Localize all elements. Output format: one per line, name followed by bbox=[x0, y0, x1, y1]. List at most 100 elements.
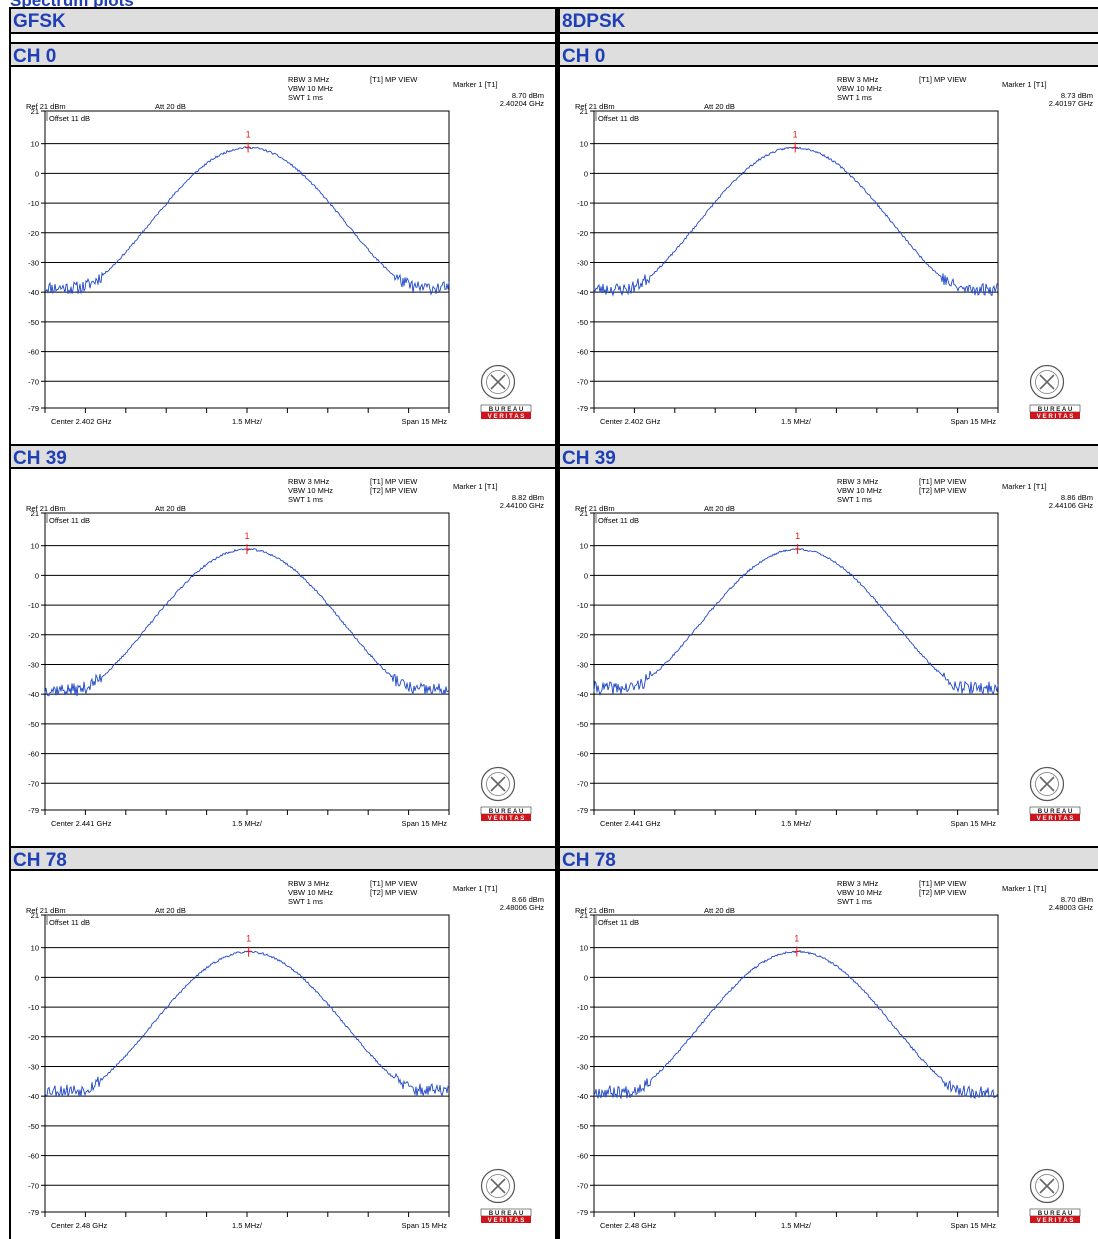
span-label: Span 15 MHz bbox=[402, 417, 448, 426]
seal-inner-ring-icon bbox=[486, 370, 510, 394]
logo-text: B U R E A U bbox=[1038, 406, 1073, 413]
marker-title: Marker 1 [T1] bbox=[453, 482, 498, 491]
spectrum-plot-8dpsk-ch0: 21 10 0 -10 -20 -30 -40 -50 -60 -70 -79 RBW 3 MHz VB… bbox=[560, 69, 1098, 435]
attenuation-label: Att 20 dB bbox=[704, 102, 735, 111]
y-tick-label: -50 bbox=[577, 318, 588, 327]
y-tick-label: 10 bbox=[580, 944, 588, 953]
plot-frame bbox=[593, 110, 999, 409]
offset-label: Offset 11 dB bbox=[598, 114, 639, 123]
page-title: Spectrum plots bbox=[10, 0, 134, 10]
trace-mode-label: [T1] MP VIEW bbox=[370, 75, 418, 84]
y-tick-label: -30 bbox=[28, 660, 39, 669]
span-per-div-label: 1.5 MHz/ bbox=[781, 1221, 812, 1230]
rbw-label: RBW 3 MHz bbox=[837, 879, 879, 888]
logo-text: V E R I T A S bbox=[1037, 1217, 1074, 1224]
plot-frame bbox=[44, 110, 450, 409]
report-frame bbox=[9, 7, 1098, 1239]
seal-inner-ring-icon bbox=[486, 772, 510, 796]
y-tick-label: -20 bbox=[28, 229, 39, 238]
y-tick-label: -70 bbox=[28, 377, 39, 386]
y-tick-label: -60 bbox=[28, 1152, 39, 1161]
plot-frame bbox=[44, 914, 450, 1213]
y-tick-label: 21 bbox=[580, 509, 588, 518]
y-tick-label: 0 bbox=[35, 169, 39, 178]
y-tick-label: -40 bbox=[28, 288, 39, 297]
trace-mode-label: [T1] MP VIEW bbox=[370, 477, 418, 486]
swt-label: SWT 1 ms bbox=[837, 495, 872, 504]
column-header-gfsk: GFSK bbox=[11, 9, 555, 34]
logo-text: B U R E A U bbox=[489, 406, 524, 413]
y-tick-label: -79 bbox=[577, 1208, 588, 1217]
marker-level: 8.86 dBm bbox=[1061, 493, 1093, 502]
swt-label: SWT 1 ms bbox=[837, 93, 872, 102]
y-tick-label: -60 bbox=[577, 750, 588, 759]
y-tick-label: -70 bbox=[577, 1181, 588, 1190]
y-tick-label: 21 bbox=[31, 911, 39, 920]
marker-frequency: 2.40197 GHz bbox=[1049, 99, 1093, 108]
logo-text: V E R I T A S bbox=[1037, 815, 1074, 822]
spectrum-svg: 21 10 0 -10 -20 -30 -40 -50 -60 -70 -79 RBW 3 MHzVB… bbox=[26, 477, 544, 828]
y-tick-label: 21 bbox=[580, 911, 588, 920]
spectrum-plot-8dpsk-ch39: 21 10 0 -10 -20 -30 -40 -50 -60 -70 -79 RBW 3 MHz VB… bbox=[560, 471, 1098, 837]
y-tick-label: -70 bbox=[577, 779, 588, 788]
y-tick-label: -60 bbox=[28, 348, 39, 357]
bureau-veritas-logo: B U R E A UV E R I T A S bbox=[1029, 364, 1081, 420]
bureau-veritas-logo: B U R E A UV E R I T A S bbox=[480, 364, 532, 420]
y-tick-label: 10 bbox=[31, 944, 39, 953]
y-tick-label: 0 bbox=[35, 571, 39, 580]
y-tick-label: 10 bbox=[580, 140, 588, 149]
y-tick-label: -40 bbox=[577, 288, 588, 297]
marker-number: 1 bbox=[794, 934, 799, 944]
marker-frequency: 2.44100 GHz bbox=[500, 501, 544, 510]
rbw-label: RBW 3 MHz bbox=[837, 477, 879, 486]
channel-header: CH 39 bbox=[11, 444, 555, 469]
channel-header: CH 0 bbox=[560, 42, 1098, 67]
swt-label: SWT 1 ms bbox=[288, 495, 323, 504]
marker-level: 8.70 dBm bbox=[512, 91, 544, 100]
bureau-veritas-logo: B U R E A UV E R I T A S bbox=[1029, 766, 1081, 822]
rbw-label: RBW 3 MHz bbox=[288, 879, 330, 888]
y-tick-label: -10 bbox=[28, 1003, 39, 1012]
trace-mode-label: [T1] MP VIEW bbox=[919, 477, 967, 486]
column-divider bbox=[555, 7, 560, 1239]
marker-number: 1 bbox=[793, 129, 798, 139]
y-tick-label: -30 bbox=[577, 660, 588, 669]
spectrum-svg: 21 10 0 -10 -20 -30 -40 -50 -60 -70 -79 RBW 3 MHzVB… bbox=[26, 879, 544, 1230]
swt-label: SWT 1 ms bbox=[837, 897, 872, 906]
seal-emblem-icon bbox=[1039, 1178, 1055, 1194]
center-frequency-label: Center 2.48 GHz bbox=[51, 1221, 108, 1230]
spectrum-svg: 21 10 0 -10 -20 -30 -40 -50 -60 -70 -79 RBW 3 MHzVB… bbox=[26, 75, 544, 426]
offset-label: Offset 11 dB bbox=[598, 516, 639, 525]
span-per-div-label: 1.5 MHz/ bbox=[781, 819, 812, 828]
plot-frame bbox=[593, 914, 999, 1213]
logo-red-band bbox=[481, 1216, 531, 1223]
spectrum-trace bbox=[44, 950, 450, 1097]
span-per-div-label: 1.5 MHz/ bbox=[232, 417, 263, 426]
span-label: Span 15 MHz bbox=[951, 1221, 997, 1230]
y-tick-label: -79 bbox=[28, 1208, 39, 1217]
logo-text: V E R I T A S bbox=[488, 815, 525, 822]
channel-header: CH 78 bbox=[560, 846, 1098, 871]
y-tick-label: -10 bbox=[577, 1003, 588, 1012]
y-tick-label: -30 bbox=[577, 258, 588, 267]
y-tick-label: -10 bbox=[28, 199, 39, 208]
y-tick-label: -40 bbox=[28, 690, 39, 699]
trace-mode-label: [T1] MP VIEW bbox=[919, 879, 967, 888]
ref-level-label: Ref 21 dBm bbox=[26, 504, 66, 513]
spectrum-plot-gfsk-ch78: 21 10 0 -10 -20 -30 -40 -50 -60 -70 -79 RBW 3 MHz VB… bbox=[11, 873, 549, 1239]
y-tick-label: 0 bbox=[584, 571, 588, 580]
center-frequency-label: Center 2.402 GHz bbox=[51, 417, 112, 426]
channel-header: CH 0 bbox=[11, 42, 555, 67]
trace-mode-label: [T2] MP VIEW bbox=[370, 486, 418, 495]
y-tick-label: 0 bbox=[584, 169, 588, 178]
vbw-label: VBW 10 MHz bbox=[288, 486, 333, 495]
offset-label: Offset 11 dB bbox=[49, 114, 90, 123]
center-frequency-label: Center 2.48 GHz bbox=[600, 1221, 657, 1230]
logo-text: V E R I T A S bbox=[1037, 413, 1074, 420]
marker-title: Marker 1 [T1] bbox=[1002, 884, 1047, 893]
span-label: Span 15 MHz bbox=[402, 819, 448, 828]
bureau-veritas-logo: B U R E A UV E R I T A S bbox=[480, 1168, 532, 1224]
channel-header: CH 78 bbox=[11, 846, 555, 871]
y-tick-label: -20 bbox=[577, 229, 588, 238]
